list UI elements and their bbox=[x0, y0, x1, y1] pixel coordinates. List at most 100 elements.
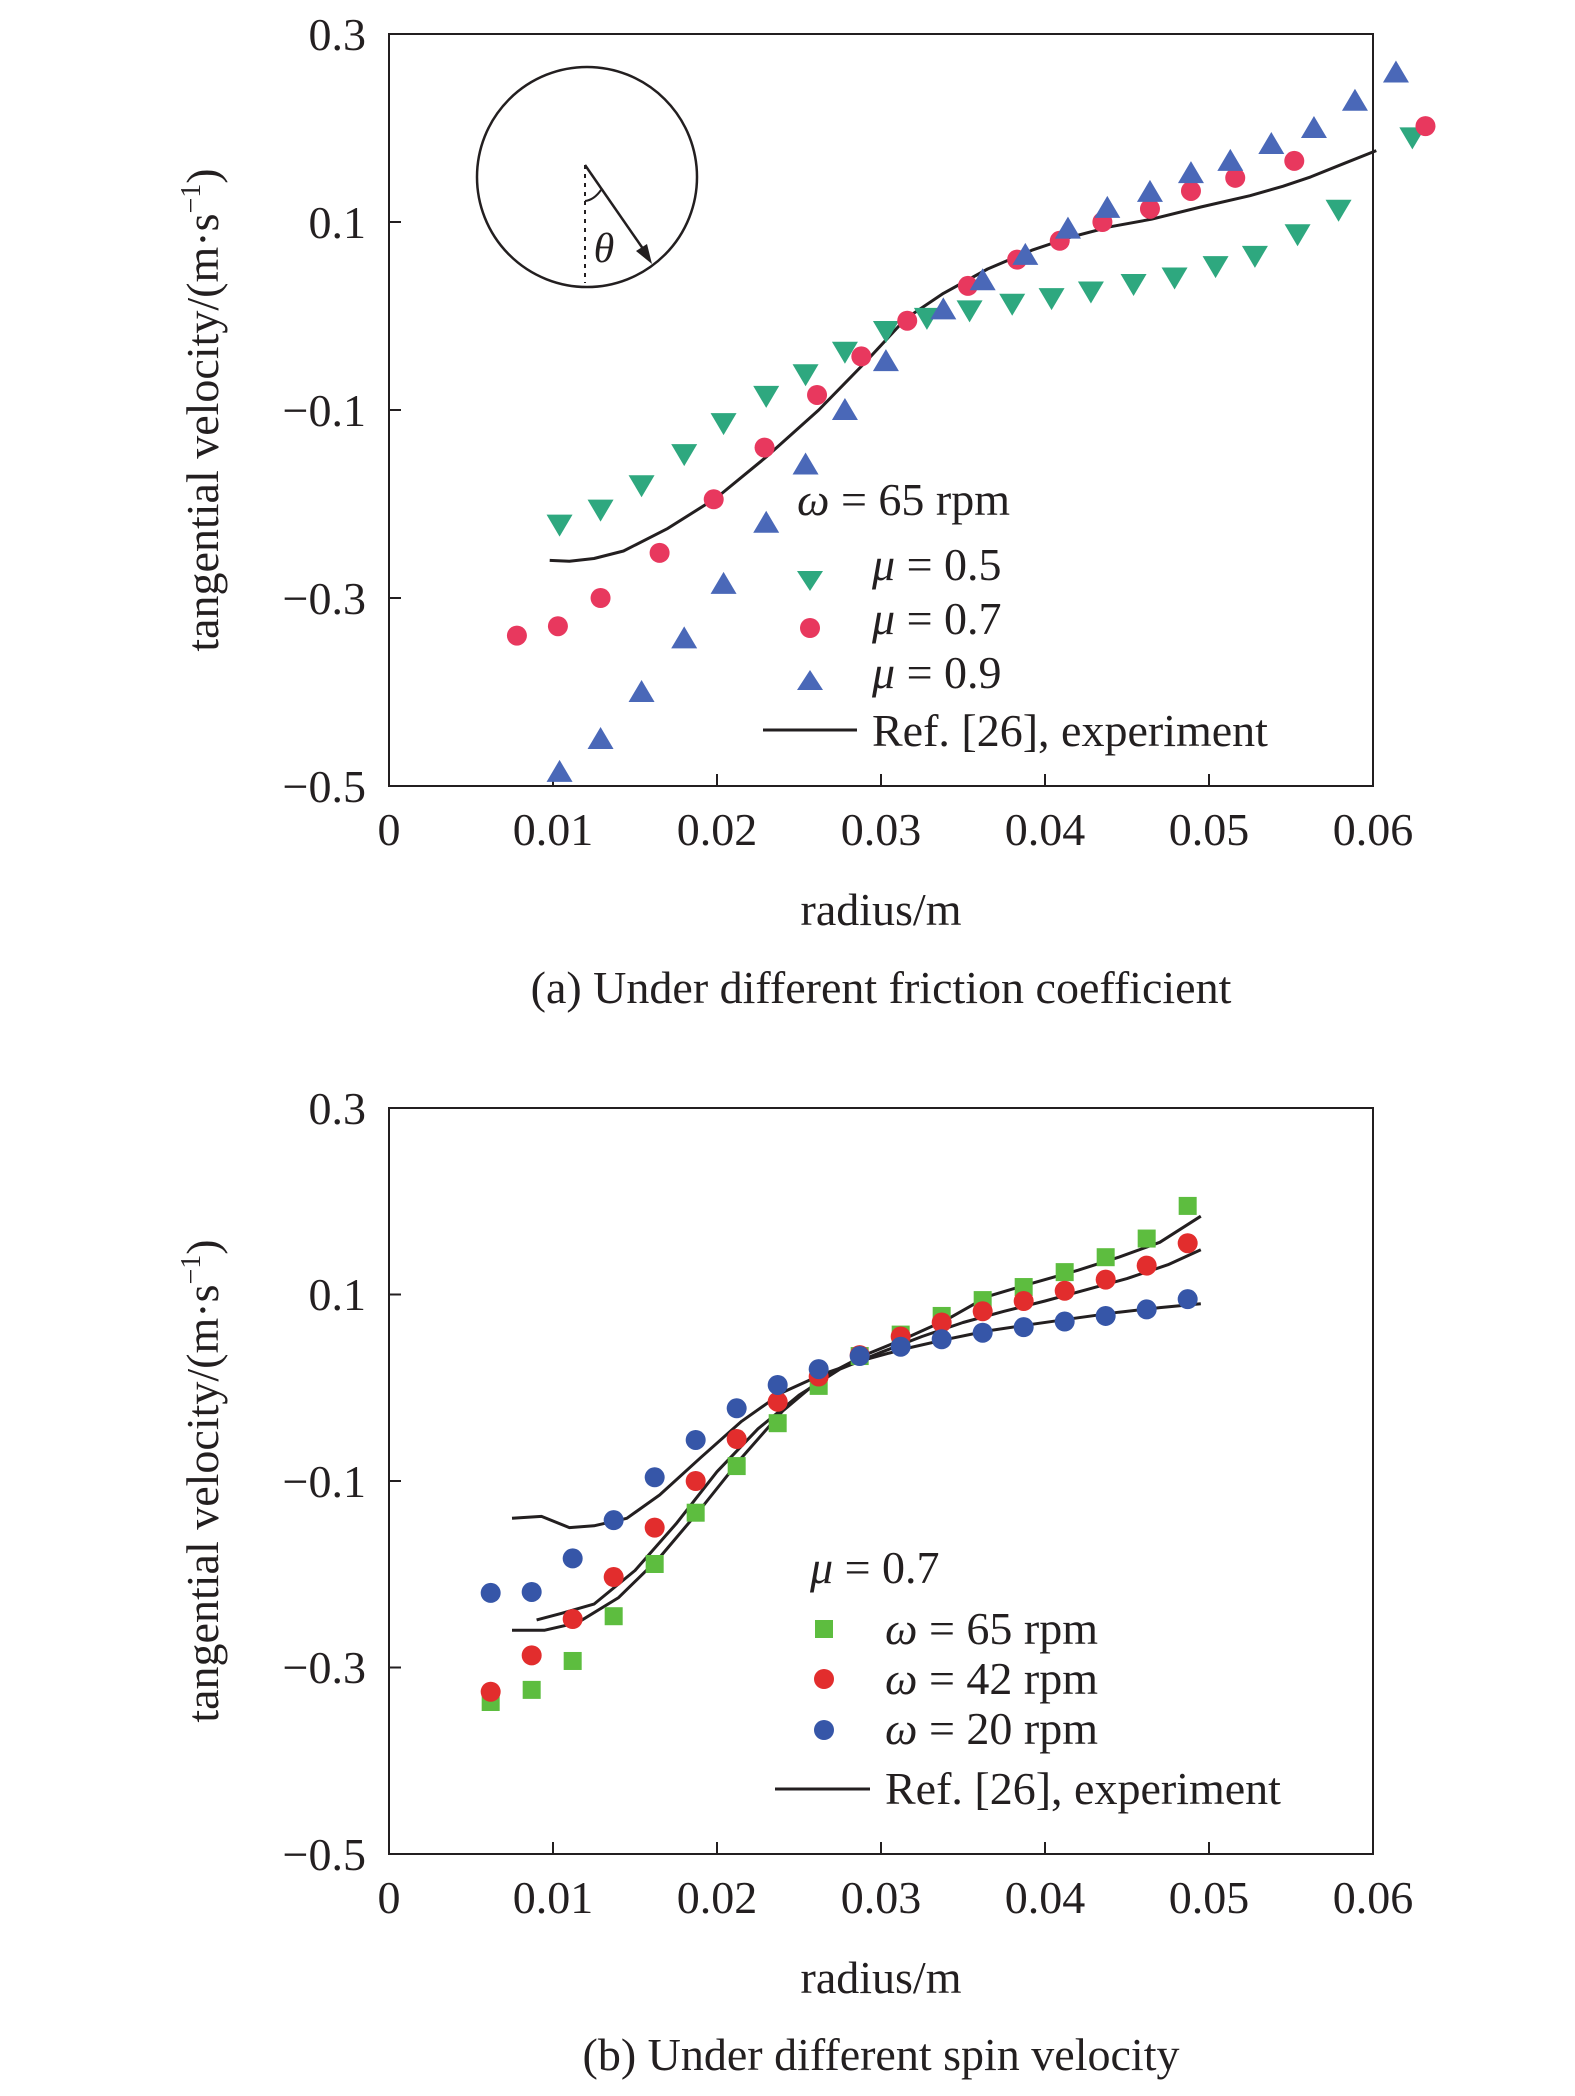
data-point bbox=[897, 310, 918, 331]
data-point bbox=[587, 727, 614, 749]
data-point bbox=[521, 1645, 542, 1666]
data-point bbox=[1415, 116, 1436, 137]
data-point bbox=[506, 625, 527, 646]
data-point bbox=[969, 268, 996, 291]
data-point bbox=[1054, 1311, 1075, 1332]
data-point bbox=[1202, 256, 1229, 279]
data-point bbox=[1136, 179, 1163, 202]
panel-a-legend-label: μ = 0.7 bbox=[871, 593, 1002, 644]
data-point bbox=[972, 1301, 993, 1322]
data-point bbox=[831, 398, 858, 420]
panel-b-legend-label: ω = 42 rpm bbox=[885, 1653, 1098, 1704]
legend-marker-mu07 bbox=[800, 618, 820, 638]
legend-marker-20rpm bbox=[814, 1720, 834, 1740]
data-point bbox=[547, 616, 568, 637]
data-point bbox=[644, 1467, 665, 1488]
data-point bbox=[1094, 195, 1121, 218]
data-point bbox=[1012, 242, 1039, 265]
data-point bbox=[1120, 274, 1147, 297]
panel-a-xtick-labels: 0 0.01 0.02 0.03 0.04 0.05 0.06 bbox=[378, 804, 1414, 855]
data-point bbox=[1177, 1289, 1198, 1310]
panel-a-ytick-label: 0.1 bbox=[309, 197, 367, 248]
data-point bbox=[851, 346, 872, 367]
panel-a: 0 0.01 0.02 0.03 0.04 0.05 0.06 0.3 0.1 … bbox=[176, 9, 1436, 1013]
panel-a-xtick-label: 0 bbox=[378, 804, 401, 855]
legend-marker-mu09 bbox=[797, 670, 823, 690]
data-point bbox=[1177, 1233, 1198, 1254]
data-point bbox=[671, 626, 698, 649]
data-point bbox=[1038, 288, 1065, 311]
data-point bbox=[1382, 60, 1409, 83]
data-point bbox=[645, 1554, 664, 1573]
panel-b-ytick-labels: 0.3 0.1 −0.1 −0.3 −0.5 bbox=[283, 1083, 366, 1880]
panel-b-xtick-label: 0.01 bbox=[513, 1872, 594, 1923]
data-point bbox=[644, 1517, 665, 1538]
panel-b-legend-title: μ = 0.7 bbox=[809, 1542, 940, 1593]
panel-b-legend-label: ω = 65 rpm bbox=[885, 1603, 1098, 1654]
panel-b-y-axis-label: tangential velocity/(m·s−1) bbox=[176, 1239, 228, 1722]
data-point bbox=[603, 1567, 624, 1588]
data-point bbox=[1139, 198, 1160, 219]
data-point bbox=[1096, 1248, 1115, 1267]
data-point bbox=[1177, 161, 1204, 184]
data-point bbox=[1095, 1269, 1116, 1290]
panel-a-xtick-label: 0.03 bbox=[841, 804, 922, 855]
data-point bbox=[1300, 116, 1327, 138]
data-point bbox=[753, 385, 780, 408]
data-point bbox=[872, 349, 899, 372]
data-point bbox=[562, 1609, 583, 1630]
data-point bbox=[831, 341, 858, 364]
data-point bbox=[649, 542, 670, 563]
panel-a-legend-label: μ = 0.5 bbox=[871, 539, 1002, 590]
panel-a-xtick-label: 0.04 bbox=[1005, 804, 1086, 855]
data-point bbox=[480, 1582, 501, 1603]
data-point bbox=[1055, 1263, 1074, 1282]
data-point bbox=[563, 1651, 582, 1670]
data-point bbox=[604, 1607, 623, 1626]
data-point bbox=[807, 384, 828, 405]
panel-b-legend: μ = 0.7 ω = 65 rpm ω = 42 rpm ω = 20 rpm… bbox=[775, 1542, 1281, 1814]
data-point bbox=[890, 1336, 911, 1357]
data-point bbox=[726, 1398, 747, 1419]
data-point bbox=[931, 1329, 952, 1350]
data-point bbox=[1054, 1280, 1075, 1301]
panel-b-ytick-label: 0.3 bbox=[309, 1083, 367, 1134]
data-point bbox=[671, 444, 698, 467]
panel-b-xtick-labels: 0 0.01 0.02 0.03 0.04 0.05 0.06 bbox=[378, 1872, 1414, 1923]
panel-a-xtick-label: 0.02 bbox=[677, 804, 758, 855]
panel-a-legend-label: μ = 0.9 bbox=[871, 647, 1002, 698]
legend-marker-mu05 bbox=[797, 571, 823, 591]
data-point bbox=[1241, 245, 1268, 268]
data-point bbox=[1217, 148, 1244, 171]
data-point bbox=[603, 1510, 624, 1531]
data-point bbox=[754, 437, 775, 458]
data-point bbox=[587, 499, 614, 522]
data-point bbox=[685, 1429, 706, 1450]
panel-b-xtick-label: 0.02 bbox=[677, 1872, 758, 1923]
inset-circle bbox=[475, 65, 699, 289]
panel-a-ytick-label: 0.3 bbox=[309, 9, 367, 60]
panel-b-xtick-label: 0.04 bbox=[1005, 1872, 1086, 1923]
panel-a-xtick-label: 0.05 bbox=[1169, 804, 1250, 855]
panel-b: 0 0.01 0.02 0.03 0.04 0.05 0.06 0.3 0.1 … bbox=[176, 1083, 1413, 2080]
panel-a-xtick-label: 0.06 bbox=[1333, 804, 1414, 855]
data-point bbox=[1136, 1255, 1157, 1276]
panel-a-inset-diagram: θ bbox=[475, 65, 699, 289]
data-point bbox=[1136, 1299, 1157, 1320]
data-point bbox=[767, 1391, 788, 1412]
data-point bbox=[957, 275, 978, 296]
data-point bbox=[931, 1312, 952, 1333]
data-point bbox=[1180, 180, 1201, 201]
data-point bbox=[726, 1429, 747, 1450]
panel-b-xtick-label: 0.03 bbox=[841, 1872, 922, 1923]
data-point bbox=[1095, 1305, 1116, 1326]
inset-theta-label: θ bbox=[594, 226, 615, 272]
panel-a-ytick-label: −0.3 bbox=[283, 573, 366, 624]
data-point bbox=[753, 510, 780, 533]
data-point bbox=[972, 1322, 993, 1343]
data-point bbox=[685, 1471, 706, 1491]
panel-b-x-axis-label: radius/m bbox=[801, 1952, 962, 2003]
panel-b-markers bbox=[480, 1196, 1198, 1712]
data-point bbox=[1325, 199, 1352, 222]
